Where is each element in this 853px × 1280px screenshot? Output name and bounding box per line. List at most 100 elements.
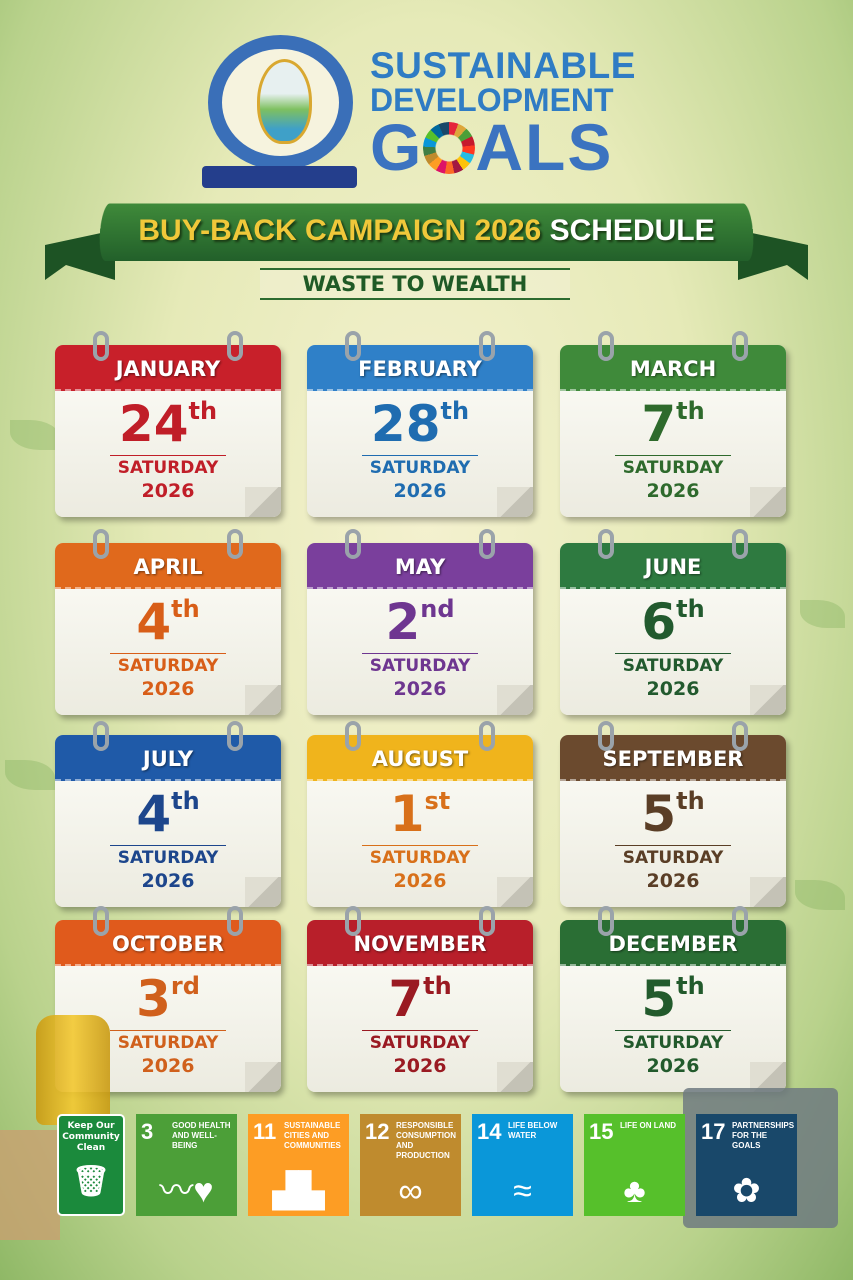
day-number: 7th: [307, 970, 533, 1028]
month-header: JUNE: [560, 543, 786, 589]
goal-label: PARTNERSHIPS FOR THE GOALS: [732, 1121, 795, 1150]
sdg-tile-14: 14 LIFE BELOW WATER ≈: [472, 1114, 573, 1216]
binder-ring-icon: [479, 331, 495, 361]
divider: [110, 653, 226, 654]
divider: [362, 1030, 478, 1031]
divider: [615, 455, 731, 456]
logo-emblem: [257, 59, 312, 144]
oil-bottle-image: [36, 1015, 110, 1125]
year: 2026: [141, 480, 195, 502]
day-number: 6th: [560, 593, 786, 651]
day-number: 1st: [307, 785, 533, 843]
calendar-card-april: APRIL 4th SATURDAY 2026: [55, 529, 281, 715]
day-number: 5th: [560, 785, 786, 843]
binder-ring-icon: [345, 529, 361, 559]
year: 2026: [393, 1055, 447, 1077]
weekday: SATURDAY: [117, 656, 219, 676]
day-suffix: th: [188, 397, 218, 425]
day-number: 7th: [560, 395, 786, 453]
day-suffix: nd: [420, 595, 455, 623]
binder-ring-icon: [732, 721, 748, 751]
weekday: SATURDAY: [369, 458, 471, 478]
binder-ring-icon: [227, 529, 243, 559]
year: 2026: [141, 870, 195, 892]
goal-number: 11: [253, 1119, 277, 1144]
weekday: SATURDAY: [369, 848, 471, 868]
day-suffix: th: [676, 787, 705, 815]
month-header: MAY: [307, 543, 533, 589]
day-suffix: th: [440, 397, 470, 425]
page-curl: [245, 685, 281, 715]
page-curl: [497, 1062, 533, 1092]
month-header: DECEMBER: [560, 920, 786, 966]
title-schedule: SCHEDULE: [549, 214, 715, 247]
goals-rest: ALS: [475, 110, 614, 184]
binder-ring-icon: [93, 906, 109, 936]
binder-ring-icon: [479, 529, 495, 559]
divider: [615, 845, 731, 846]
leaf-decoration: [795, 880, 845, 910]
binder-ring-icon: [598, 721, 614, 751]
year: 2026: [393, 678, 447, 700]
keep-clean-sign: Keep Our Community Clean 🗑: [57, 1114, 125, 1216]
binder-ring-icon: [732, 331, 748, 361]
weekday: SATURDAY: [117, 458, 219, 478]
sdg-logo: SUSTAINABLE DEVELOPMENT G ALS: [370, 47, 636, 180]
day-suffix: rd: [170, 972, 200, 1000]
year: 2026: [393, 870, 447, 892]
binder-ring-icon: [93, 721, 109, 751]
city-icon: ▟▙: [272, 1172, 325, 1210]
day-value: 6: [641, 593, 677, 651]
binder-ring-icon: [93, 529, 109, 559]
page-curl: [245, 1062, 281, 1092]
day-value: 4: [136, 593, 172, 651]
goal-number: 17: [701, 1119, 726, 1144]
month-header: SEPTEMBER: [560, 735, 786, 781]
day-number: 3rd: [55, 970, 281, 1028]
goal-number: 14: [477, 1119, 502, 1144]
year: 2026: [646, 870, 700, 892]
weekday: SATURDAY: [622, 458, 724, 478]
calendar-card-july: JULY 4th SATURDAY 2026: [55, 721, 281, 907]
calendar-card-march: MARCH 7th SATURDAY 2026: [560, 331, 786, 517]
year: 2026: [141, 1055, 195, 1077]
goal-label: SUSTAINABLE CITIES AND COMMUNITIES: [284, 1121, 341, 1150]
month-header: OCTOBER: [55, 920, 281, 966]
year: 2026: [646, 480, 700, 502]
calendar-card-november: NOVEMBER 7th SATURDAY 2026: [307, 906, 533, 1092]
goal-number: 15: [589, 1119, 614, 1144]
day-value: 28: [370, 395, 441, 453]
page-curl: [750, 487, 786, 517]
heartbeat-icon: 〰♥: [159, 1172, 214, 1210]
day-suffix: th: [171, 595, 200, 623]
page-curl: [750, 1062, 786, 1092]
month-header: AUGUST: [307, 735, 533, 781]
title-banner: BUY-BACK CAMPAIGN 2026 SCHEDULE: [45, 195, 808, 280]
binder-ring-icon: [227, 906, 243, 936]
weekday: SATURDAY: [117, 1033, 219, 1053]
binder-ring-icon: [227, 331, 243, 361]
binder-ring-icon: [93, 331, 109, 361]
page-curl: [497, 487, 533, 517]
day-value: 5: [641, 785, 677, 843]
weekday: SATURDAY: [369, 656, 471, 676]
month-header: JULY: [55, 735, 281, 781]
sdg-tile-3: 3 GOOD HEALTH AND WELL-BEING 〰♥: [136, 1114, 237, 1216]
month-header: NOVEMBER: [307, 920, 533, 966]
binder-ring-icon: [345, 331, 361, 361]
weekday: SATURDAY: [622, 1033, 724, 1053]
day-number: 4th: [55, 785, 281, 843]
page-curl: [497, 877, 533, 907]
goals-g: G: [370, 110, 424, 184]
trash-bin-person-icon: 🗑: [71, 1164, 111, 1199]
goal-number: 3: [141, 1119, 154, 1144]
page-curl: [750, 877, 786, 907]
logo-ribbon: [202, 166, 357, 188]
tree-icon: ♣: [623, 1172, 646, 1210]
day-number: 24th: [55, 395, 281, 453]
divider: [110, 1030, 226, 1031]
binder-ring-icon: [345, 721, 361, 751]
year: 2026: [646, 678, 700, 700]
day-value: 24: [118, 395, 189, 453]
divider: [110, 455, 226, 456]
